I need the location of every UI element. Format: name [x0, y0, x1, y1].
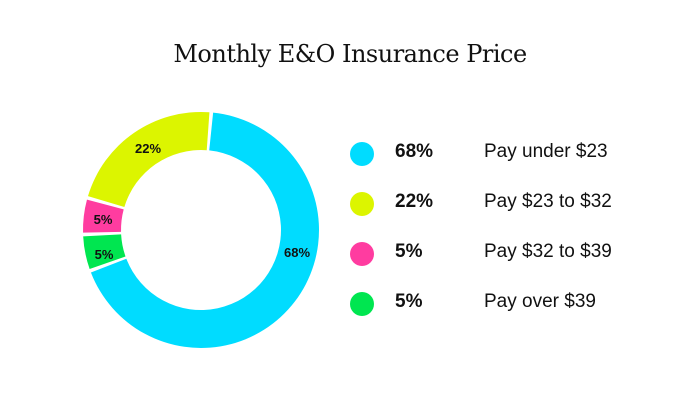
- legend-label: Pay over $39: [484, 291, 596, 312]
- legend-item-under-23: 68% Pay under $23: [350, 138, 670, 168]
- slice-label-under-23: 68%: [284, 245, 310, 260]
- slice-label-23-to-32: 22%: [135, 141, 161, 156]
- legend-percent: 5%: [395, 241, 423, 262]
- legend-percent: 22%: [395, 191, 434, 212]
- donut-slice: [90, 112, 319, 349]
- slice-label-32-to-39: 5%: [94, 212, 113, 227]
- legend-percent: 68%: [395, 141, 434, 162]
- legend-percent: 5%: [395, 291, 423, 312]
- legend-item-32-to-39: 5% Pay $32 to $39: [350, 238, 670, 268]
- chart-title: Monthly E&O Insurance Price: [173, 40, 527, 68]
- donut-slice: [87, 112, 210, 208]
- legend-swatch: [350, 242, 374, 266]
- legend-label: Pay $32 to $39: [484, 241, 612, 262]
- legend-label: Pay under $23: [484, 141, 608, 162]
- donut-slice: [83, 234, 126, 270]
- donut-slice: [83, 199, 124, 233]
- legend-item-23-to-32: 22% Pay $23 to $32: [350, 188, 670, 218]
- legend-swatch: [350, 192, 374, 216]
- slice-label-over-39: 5%: [95, 247, 114, 262]
- legend-swatch: [350, 142, 374, 166]
- legend-label: Pay $23 to $32: [484, 191, 612, 212]
- legend-item-over-39: 5% Pay over $39: [350, 288, 670, 318]
- legend-swatch: [350, 292, 374, 316]
